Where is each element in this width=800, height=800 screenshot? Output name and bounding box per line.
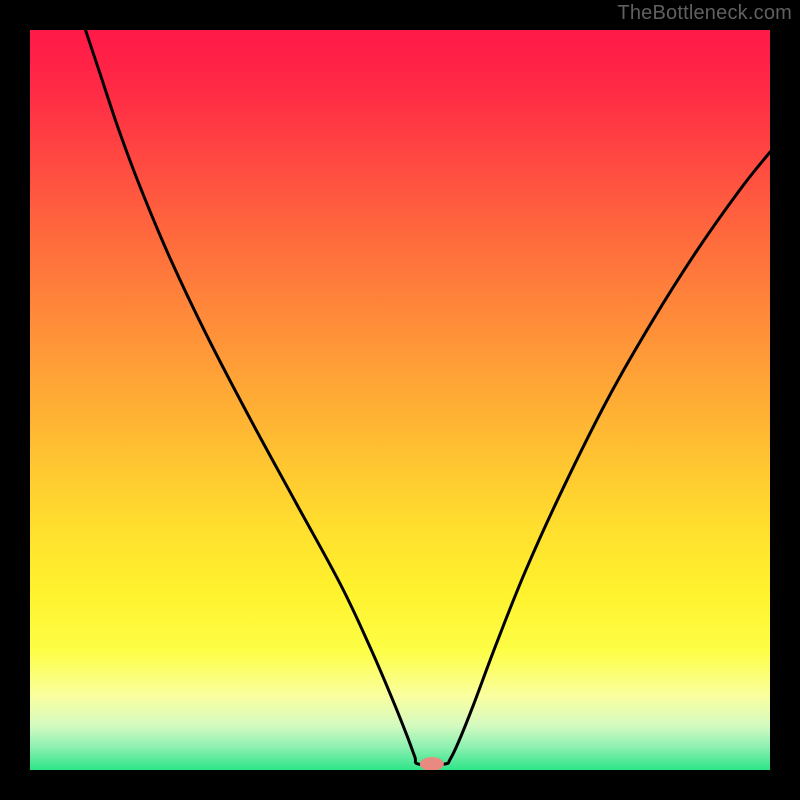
bottleneck-chart: TheBottleneck.com — [0, 0, 800, 800]
optimal-point-marker — [420, 757, 444, 771]
chart-svg — [0, 0, 800, 800]
watermark-text: TheBottleneck.com — [617, 2, 792, 25]
gradient-background — [30, 30, 770, 770]
